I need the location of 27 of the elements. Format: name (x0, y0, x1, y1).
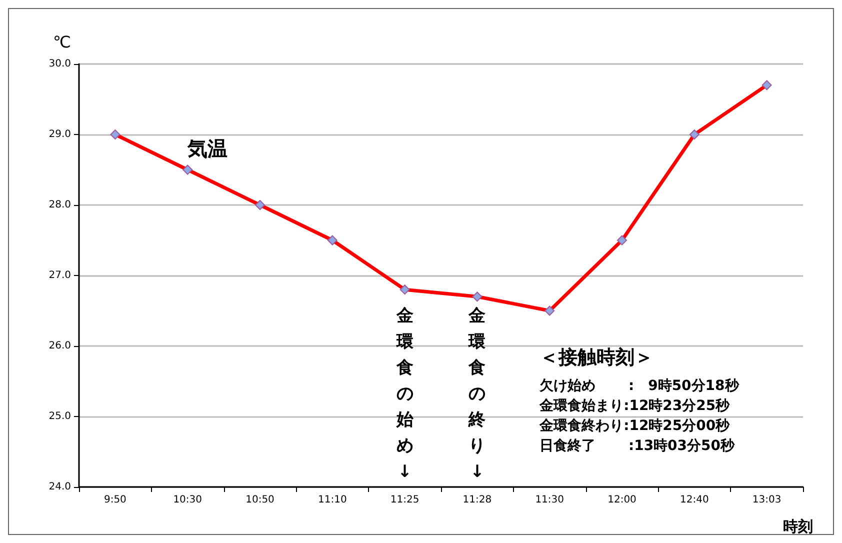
x-tick-label: 13:03 (752, 494, 782, 506)
x-tick-label: 11:30 (535, 494, 564, 506)
y-tick-label: 27.0 (48, 270, 71, 281)
x-tick-label: 11:25 (390, 494, 420, 506)
annotation: 金環食の終り↓ (468, 306, 487, 482)
x-axis-title: 時刻 (783, 518, 813, 536)
y-tick-label: 29.0 (48, 129, 71, 140)
annotation: 金環食の始め↓ (395, 306, 414, 482)
y-tick-label: 30.0 (48, 58, 71, 70)
y-tick-label: 24.0 (48, 482, 71, 492)
y-axis-title: ℃ (53, 32, 71, 52)
annotation: 日食終了 :13時03分50秒 (540, 438, 736, 454)
x-tick-label: 10:30 (173, 494, 202, 506)
x-tick-label: 11:10 (318, 494, 347, 506)
x-tick-label: 10:50 (246, 494, 274, 506)
x-tick-label: 11:28 (462, 494, 492, 506)
annotation: 欠け始め : 9時50分18秒 (538, 378, 740, 394)
annotation: 金環食始まり:12時23分25秒 (538, 398, 731, 414)
x-tick-label: 12:40 (680, 494, 709, 506)
annotation: ＜接触時刻＞ (540, 346, 654, 368)
y-tick-label: 26.0 (48, 340, 71, 352)
x-tick-label: 12:00 (608, 494, 636, 506)
annotation: 金環食終わり:12時25分00秒 (538, 418, 731, 434)
y-tick-label: 25.0 (48, 411, 71, 422)
x-tick-label: 9:50 (104, 494, 126, 506)
y-tick-label: 28.0 (48, 200, 71, 210)
series-label: 気温 (186, 136, 228, 161)
